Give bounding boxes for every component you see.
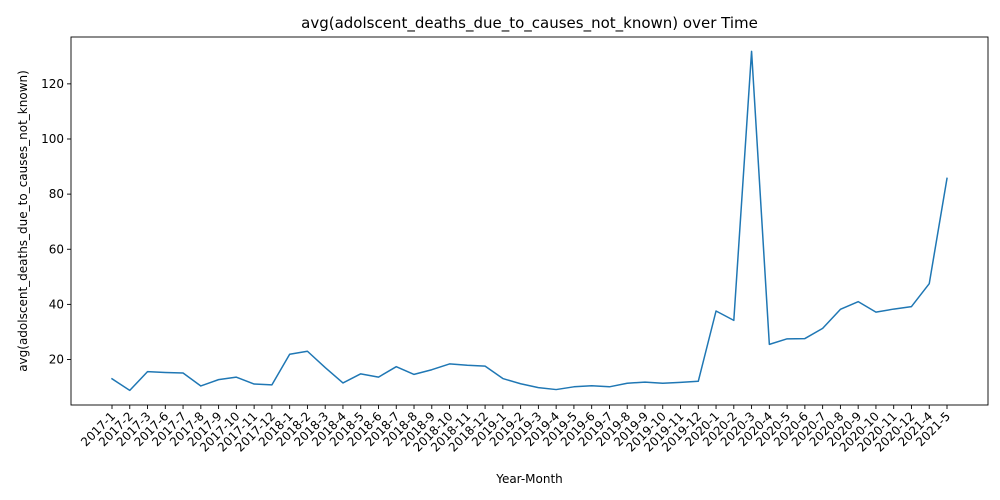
series-line: [110, 50, 948, 392]
y-tick-label: 80: [49, 187, 64, 201]
y-tick-label: 40: [49, 297, 64, 311]
x-axis-label: Year-Month: [495, 472, 563, 486]
y-axis-label: avg(adolscent_deaths_due_to_causes_not_k…: [16, 70, 30, 372]
plot-frame: [70, 36, 989, 406]
y-tick-label: 60: [49, 242, 64, 256]
x-axis-ticks: 2017-12017-22017-32017-62017-72017-82017…: [78, 405, 953, 455]
chart-title: avg(adolscent_deaths_due_to_causes_not_k…: [301, 14, 758, 33]
y-tick-label: 120: [41, 77, 64, 91]
y-tick-label: 20: [49, 353, 64, 367]
y-tick-label: 100: [41, 132, 64, 146]
y-axis-ticks: 20 40 60 80 100 120: [41, 77, 71, 367]
